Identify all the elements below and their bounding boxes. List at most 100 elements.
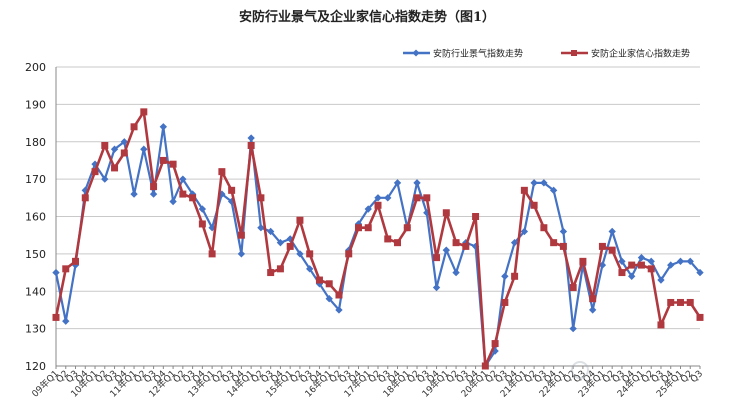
data-point	[374, 194, 382, 202]
data-point	[110, 145, 119, 153]
data-point	[237, 231, 245, 239]
data-point	[667, 261, 675, 269]
data-point	[228, 186, 236, 194]
data-point	[559, 227, 568, 236]
series-group	[52, 108, 704, 370]
data-point	[628, 261, 636, 269]
data-point	[676, 257, 685, 266]
data-point	[676, 298, 684, 306]
data-point	[150, 183, 158, 191]
data-point	[62, 265, 70, 273]
data-point	[540, 179, 548, 187]
data-point	[62, 317, 70, 325]
data-point	[588, 306, 597, 314]
series-line-2	[54, 110, 702, 368]
data-point	[72, 257, 80, 265]
y-tick-label: 130	[25, 323, 46, 336]
data-point	[335, 306, 343, 314]
data-point	[101, 141, 109, 149]
data-point	[325, 295, 333, 303]
watermark-icon	[571, 361, 589, 379]
data-point	[120, 149, 128, 157]
data-point	[247, 141, 255, 149]
data-point	[686, 298, 694, 306]
data-point	[384, 235, 392, 243]
x-axis: 09年Q1Q2Q3Q410年Q1Q2Q3Q411年Q1Q2Q3Q412年Q1Q2…	[29, 366, 705, 400]
data-point	[608, 246, 616, 254]
data-point	[335, 291, 343, 299]
data-point	[237, 250, 246, 258]
data-point	[101, 175, 109, 183]
data-point	[81, 194, 89, 202]
data-point	[198, 205, 207, 213]
y-axis: 120 130 140 150 160 170 180 190 200	[25, 61, 46, 373]
data-point	[130, 190, 138, 198]
data-point	[491, 340, 499, 348]
y-tick-label: 120	[25, 360, 46, 373]
data-point	[657, 276, 665, 284]
data-point	[159, 123, 168, 131]
data-point	[647, 257, 655, 266]
data-point	[52, 313, 60, 321]
x-tick-label: Q3	[689, 369, 705, 385]
data-point	[218, 168, 226, 176]
data-point	[598, 242, 606, 250]
legend-item-2: 安防企业家信心指数走势	[561, 48, 690, 60]
data-point	[286, 242, 294, 250]
data-point	[247, 134, 255, 142]
data-point	[657, 321, 665, 329]
data-point	[276, 265, 284, 273]
chart-title: 安防行业景气及企业家信心指数走势（图1）	[239, 9, 495, 25]
data-point	[345, 250, 353, 258]
data-point	[433, 254, 441, 262]
data-point	[637, 261, 645, 269]
data-point	[413, 194, 421, 202]
y-tick-label: 200	[25, 61, 46, 74]
data-point	[569, 284, 577, 292]
legend-item-1: 安防行业景气指数走势	[403, 48, 523, 60]
data-point	[169, 160, 177, 168]
data-point	[394, 239, 402, 247]
gridlines	[55, 66, 700, 367]
data-point	[267, 269, 275, 277]
data-point	[91, 168, 99, 176]
data-point	[520, 186, 528, 194]
y-tick-label: 170	[25, 173, 46, 186]
data-point	[481, 362, 489, 370]
data-point	[296, 250, 304, 258]
data-point	[364, 224, 372, 232]
data-point	[501, 298, 509, 306]
data-point	[530, 179, 538, 187]
data-point	[442, 209, 450, 217]
data-point	[618, 269, 626, 277]
data-point	[510, 238, 519, 247]
data-point	[149, 190, 158, 198]
y-tick-label: 160	[25, 211, 46, 224]
data-point	[52, 268, 60, 277]
data-point	[472, 213, 480, 220]
data-point	[276, 238, 285, 247]
data-point	[403, 224, 411, 232]
data-point	[520, 227, 529, 236]
data-point	[589, 295, 597, 303]
data-point	[501, 272, 509, 280]
y-tick-label: 140	[25, 285, 46, 298]
data-point	[423, 194, 431, 202]
data-point	[413, 179, 421, 187]
data-point	[179, 190, 187, 198]
data-point	[374, 201, 382, 209]
data-point	[618, 257, 626, 266]
data-point	[159, 156, 167, 164]
y-tick-label: 190	[25, 98, 46, 111]
data-point	[442, 246, 450, 254]
legend-label-2: 安防企业家信心指数走势	[591, 48, 690, 60]
data-point	[530, 201, 538, 209]
data-point	[696, 313, 704, 321]
legend-marker-2	[571, 50, 577, 56]
data-point	[140, 145, 148, 153]
data-point	[452, 268, 460, 277]
data-point	[511, 272, 519, 280]
y-tick-label: 150	[25, 248, 46, 261]
data-point	[169, 197, 177, 206]
